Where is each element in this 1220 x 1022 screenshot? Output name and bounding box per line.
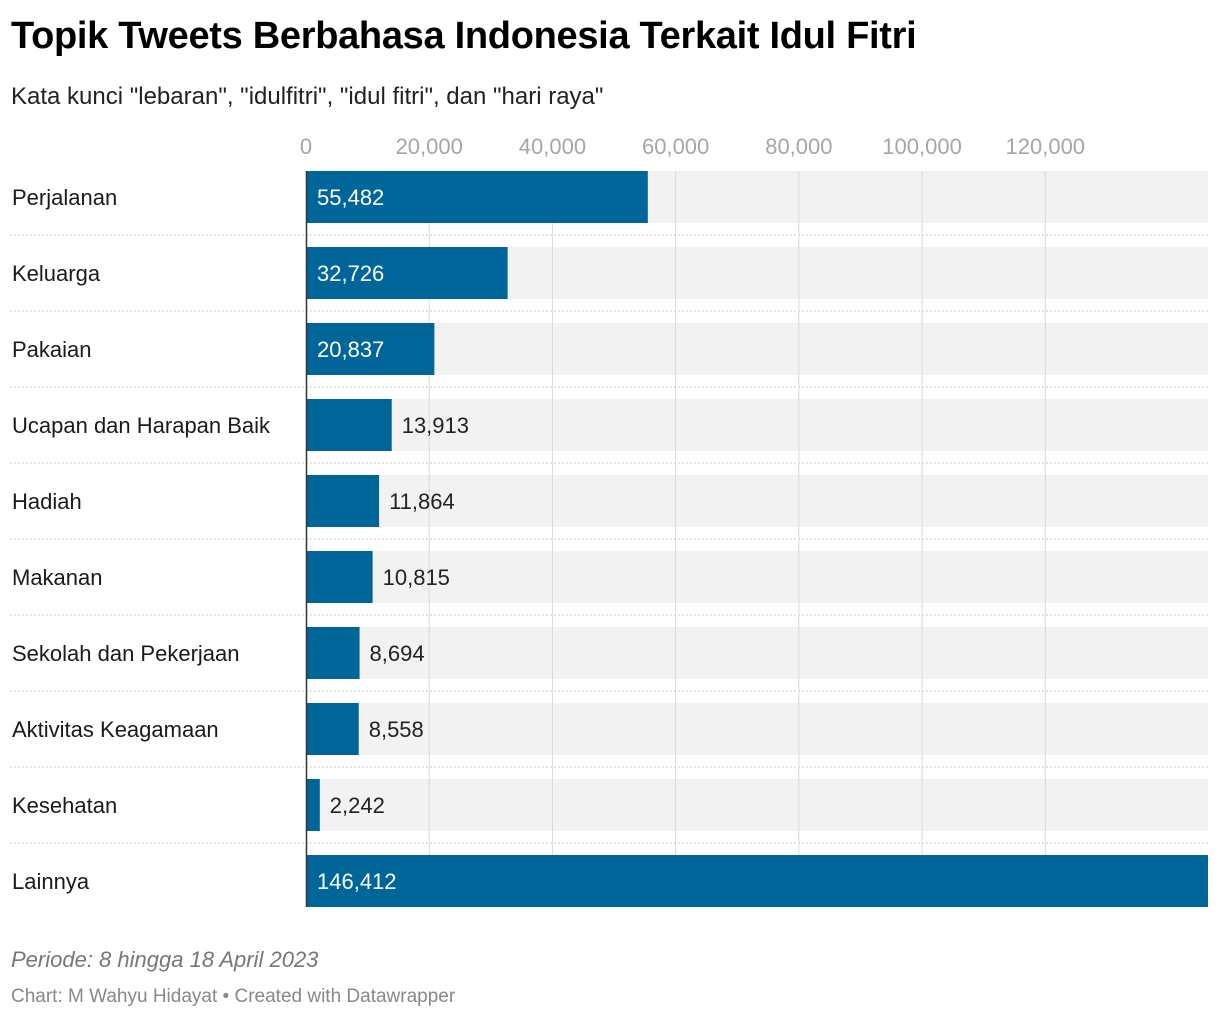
value-label: 11,864 (389, 489, 455, 514)
category-label: Hadiah (12, 489, 82, 514)
bar (306, 399, 392, 451)
bar (306, 323, 435, 375)
value-label: 2,242 (330, 793, 385, 818)
value-label: 55,482 (317, 185, 384, 210)
bar (306, 171, 648, 223)
bar (306, 551, 373, 603)
bar-track (306, 551, 1208, 603)
chart-subtitle: Kata kunci "lebaran", "idulfitri", "idul… (11, 83, 604, 110)
x-tick-label: 100,000 (882, 134, 962, 159)
bar (306, 779, 320, 831)
category-label: Sekolah dan Pekerjaan (12, 641, 240, 666)
value-label: 32,726 (317, 261, 384, 286)
category-label: Kesehatan (12, 793, 117, 818)
bar-track (306, 779, 1208, 831)
bar-track (306, 703, 1208, 755)
x-tick-label: 120,000 (1006, 134, 1086, 159)
x-tick-label: 40,000 (519, 134, 586, 159)
bar-track (306, 627, 1208, 679)
value-label: 146,412 (317, 869, 397, 894)
category-label: Lainnya (12, 869, 90, 894)
period-note: Periode: 8 hingga 18 April 2023 (11, 947, 319, 972)
category-label: Keluarga (12, 261, 101, 286)
value-label: 10,815 (383, 565, 450, 590)
chart-credit: Chart: M Wahyu Hidayat • Created with Da… (11, 986, 455, 1008)
x-tick-label: 20,000 (396, 134, 463, 159)
category-label: Makanan (12, 565, 103, 590)
x-tick-label: 0 (300, 134, 312, 159)
bar (306, 475, 380, 527)
bar-track (306, 475, 1208, 527)
chart-title: Topik Tweets Berbahasa Indonesia Terkait… (11, 15, 917, 57)
bar (306, 703, 359, 755)
bar-track (306, 323, 1208, 375)
credit-tool: Created with Datawrapper (234, 986, 456, 1007)
category-label: Pakaian (12, 337, 92, 362)
credit-author: Chart: M Wahyu Hidayat (11, 986, 218, 1007)
bar (306, 247, 508, 299)
bar-track (306, 399, 1208, 451)
category-label: Perjalanan (12, 185, 117, 210)
credit-separator: • (222, 986, 230, 1007)
x-tick-label: 60,000 (642, 134, 709, 159)
value-label: 8,558 (369, 717, 424, 742)
bar (306, 855, 1208, 907)
bar (306, 627, 360, 679)
value-label: 8,694 (370, 641, 425, 666)
x-tick-label: 80,000 (765, 134, 832, 159)
bar-chart: 0 20,000 40,000 60,000 80,000 100,000 120,000 P… (10, 134, 1208, 907)
value-label: 20,837 (317, 337, 384, 362)
category-label: Aktivitas Keagamaan (12, 717, 219, 742)
category-label: Ucapan dan Harapan Baik (12, 413, 271, 438)
value-label: 13,913 (402, 413, 469, 438)
